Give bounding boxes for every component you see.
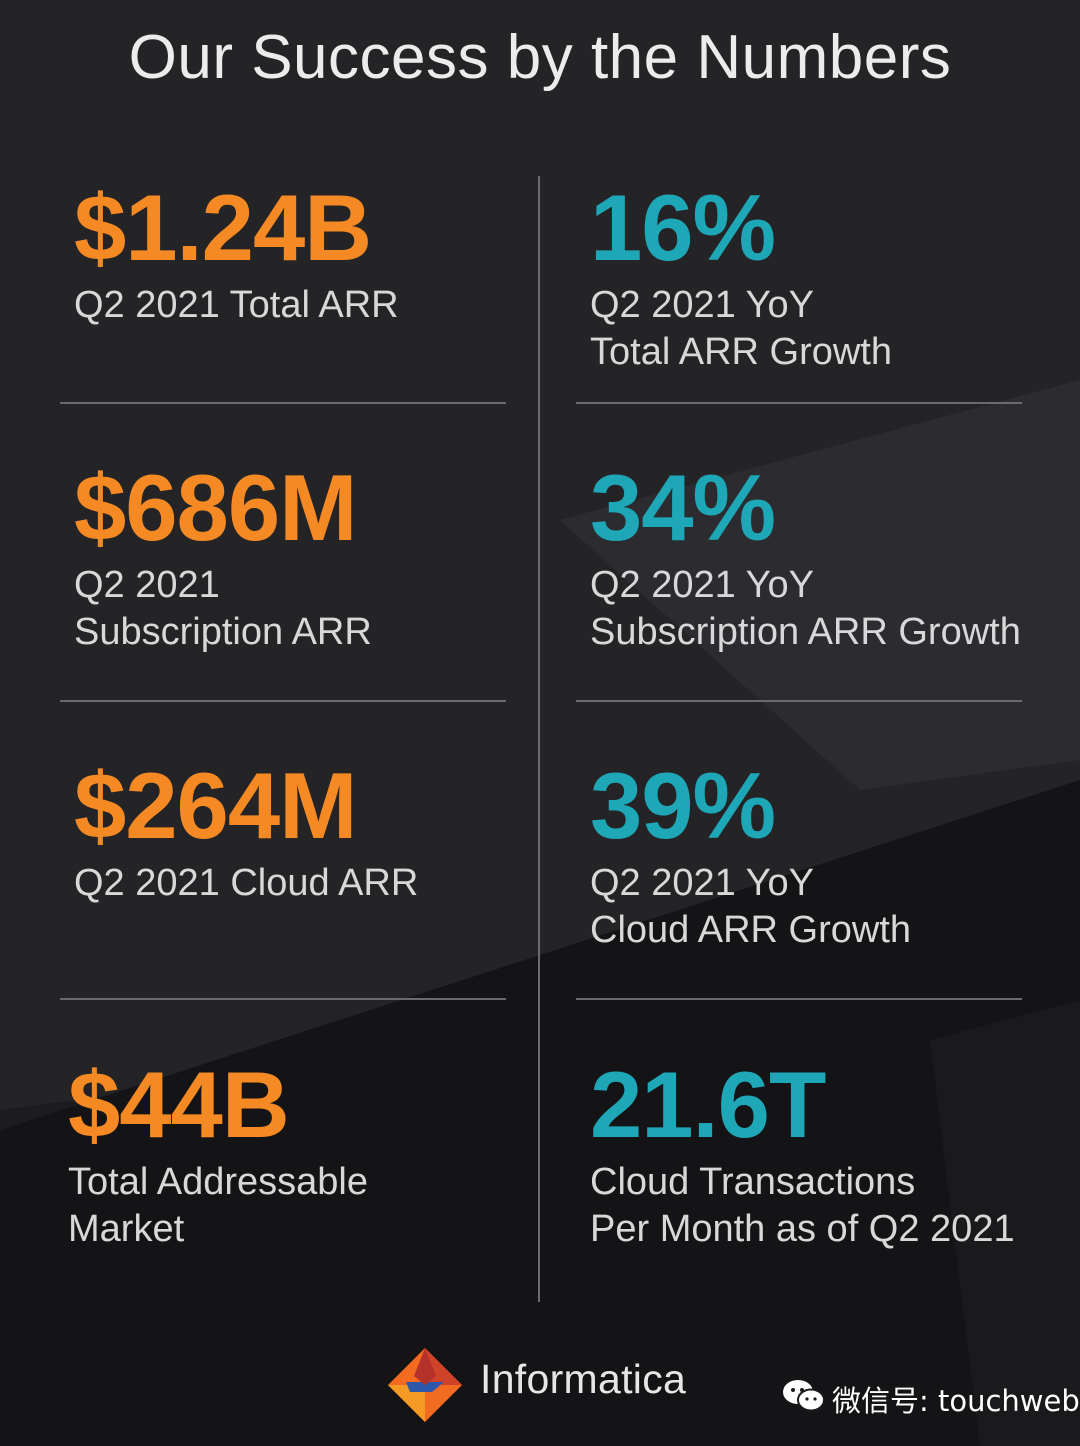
stat-subscription-arr-growth: 34% Q2 2021 YoY Subscription ARR Growth	[590, 460, 1021, 656]
stat-label: Subscription ARR Growth	[590, 611, 1021, 653]
column-divider	[538, 176, 540, 1302]
row-divider	[576, 700, 1022, 702]
stat-cloud-arr: $264M Q2 2021 Cloud ARR	[74, 758, 418, 907]
stat-label: Cloud Transactions	[590, 1161, 916, 1203]
stat-value: 16%	[590, 175, 776, 280]
stat-label: Q2 2021 YoY	[590, 564, 814, 606]
stat-total-addressable-market: $44B Total Addressable Market	[68, 1057, 368, 1253]
stat-value: $264M	[74, 753, 357, 858]
stat-label: Q2 2021 Total ARR	[74, 284, 399, 326]
wechat-icon	[783, 1380, 825, 1412]
stat-label: Q2 2021 YoY	[590, 284, 814, 326]
stat-label: Total ARR Growth	[590, 331, 892, 373]
stat-label: Per Month as of Q2 2021	[590, 1208, 1015, 1250]
stat-label: Market	[68, 1208, 185, 1250]
stat-value: 39%	[590, 753, 776, 858]
row-divider	[60, 998, 506, 1000]
stat-total-arr-growth: 16% Q2 2021 YoY Total ARR Growth	[590, 180, 892, 376]
informatica-logo-icon	[388, 1348, 462, 1422]
stat-cloud-transactions: 21.6T Cloud Transactions Per Month as of…	[590, 1057, 1015, 1253]
stat-value: 34%	[590, 455, 776, 560]
stat-value: $686M	[74, 455, 357, 560]
stat-label: Q2 2021 YoY	[590, 862, 814, 904]
stat-subscription-arr: $686M Q2 2021 Subscription ARR	[74, 460, 372, 656]
row-divider	[576, 998, 1022, 1000]
stat-label: Subscription ARR	[74, 611, 372, 653]
stat-value: 21.6T	[590, 1052, 826, 1157]
stat-total-arr: $1.24B Q2 2021 Total ARR	[74, 180, 399, 329]
row-divider	[60, 402, 506, 404]
wechat-watermark: 微信号: touchweb	[832, 1384, 1080, 1418]
stat-value: $1.24B	[74, 175, 372, 280]
stat-cloud-arr-growth: 39% Q2 2021 YoY Cloud ARR Growth	[590, 758, 911, 954]
stat-label: Q2 2021 Cloud ARR	[74, 862, 419, 904]
row-divider	[60, 700, 506, 702]
stat-label: Total Addressable	[68, 1161, 368, 1203]
row-divider	[576, 402, 1022, 404]
page-title: Our Success by the Numbers	[128, 23, 952, 92]
stat-label: Cloud ARR Growth	[590, 909, 912, 951]
stat-value: $44B	[68, 1052, 290, 1157]
brand-name: Informatica	[480, 1356, 687, 1402]
stat-label: Q2 2021	[74, 564, 220, 606]
